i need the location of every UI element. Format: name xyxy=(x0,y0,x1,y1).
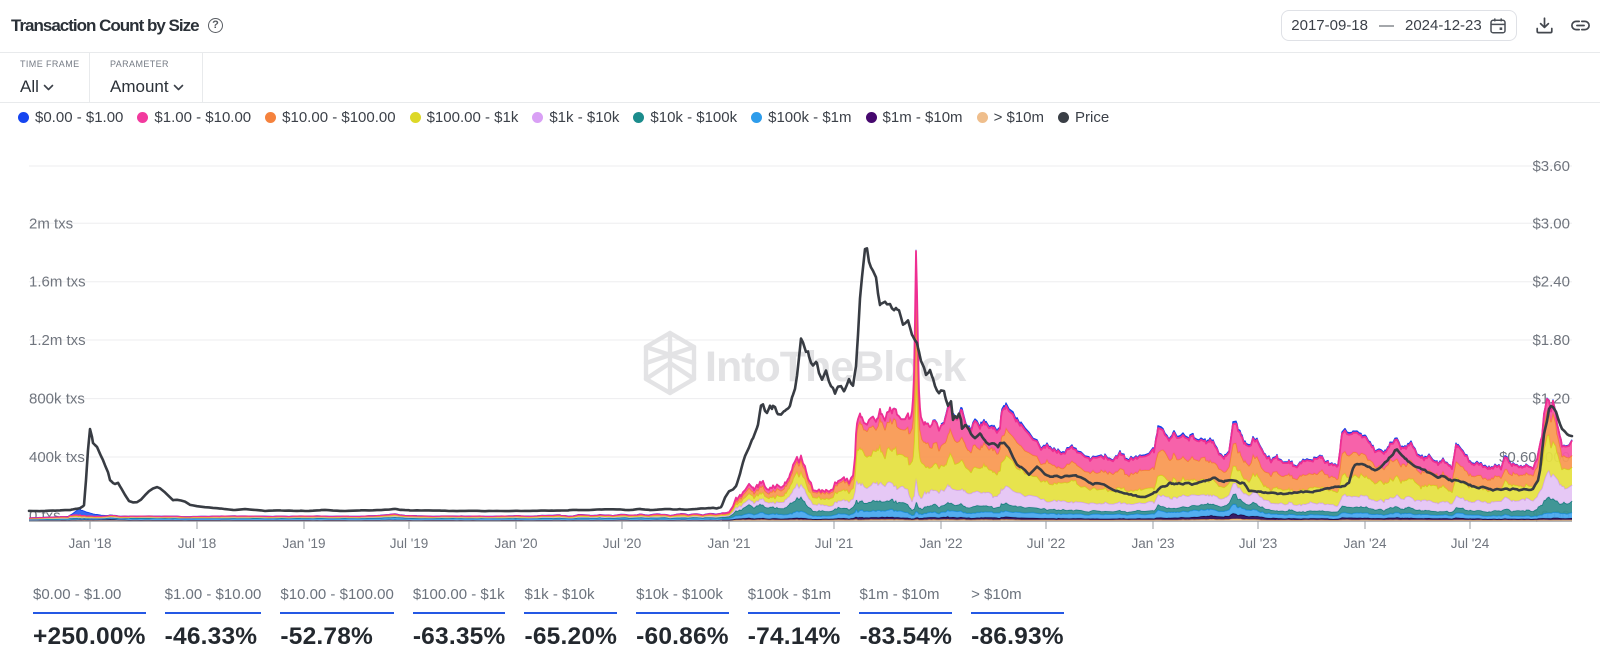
svg-text:Jan '19: Jan '19 xyxy=(282,536,325,551)
svg-text:Jan '24: Jan '24 xyxy=(1343,536,1387,551)
svg-text:Jan '21: Jan '21 xyxy=(707,536,750,551)
svg-text:Jul '24: Jul '24 xyxy=(1451,536,1490,551)
svg-text:1.6m txs: 1.6m txs xyxy=(29,274,86,291)
svg-text:400k txs: 400k txs xyxy=(29,449,85,466)
svg-text:$3.60: $3.60 xyxy=(1532,158,1570,175)
svg-text:Jan '18: Jan '18 xyxy=(68,536,111,551)
svg-text:Jan '20: Jan '20 xyxy=(494,536,537,551)
svg-text:2m txs: 2m txs xyxy=(29,215,73,232)
svg-text:Jan '23: Jan '23 xyxy=(1131,536,1174,551)
svg-text:$1.20: $1.20 xyxy=(1532,391,1570,408)
svg-text:Jul '18: Jul '18 xyxy=(178,536,217,551)
svg-text:Jul '21: Jul '21 xyxy=(815,536,854,551)
svg-text:800k txs: 800k txs xyxy=(29,391,85,408)
svg-text:$1.80: $1.80 xyxy=(1532,332,1570,349)
svg-text:Jul '22: Jul '22 xyxy=(1027,536,1066,551)
svg-text:Jul '23: Jul '23 xyxy=(1239,536,1278,551)
svg-text:1.2m txs: 1.2m txs xyxy=(29,332,86,349)
svg-text:IntoTheBlock: IntoTheBlock xyxy=(705,343,966,391)
svg-text:Jul '20: Jul '20 xyxy=(603,536,642,551)
svg-text:Jan '22: Jan '22 xyxy=(919,536,962,551)
svg-text:$3.00: $3.00 xyxy=(1532,215,1570,232)
svg-text:$2.40: $2.40 xyxy=(1532,274,1570,291)
svg-text:Jul '19: Jul '19 xyxy=(390,536,429,551)
